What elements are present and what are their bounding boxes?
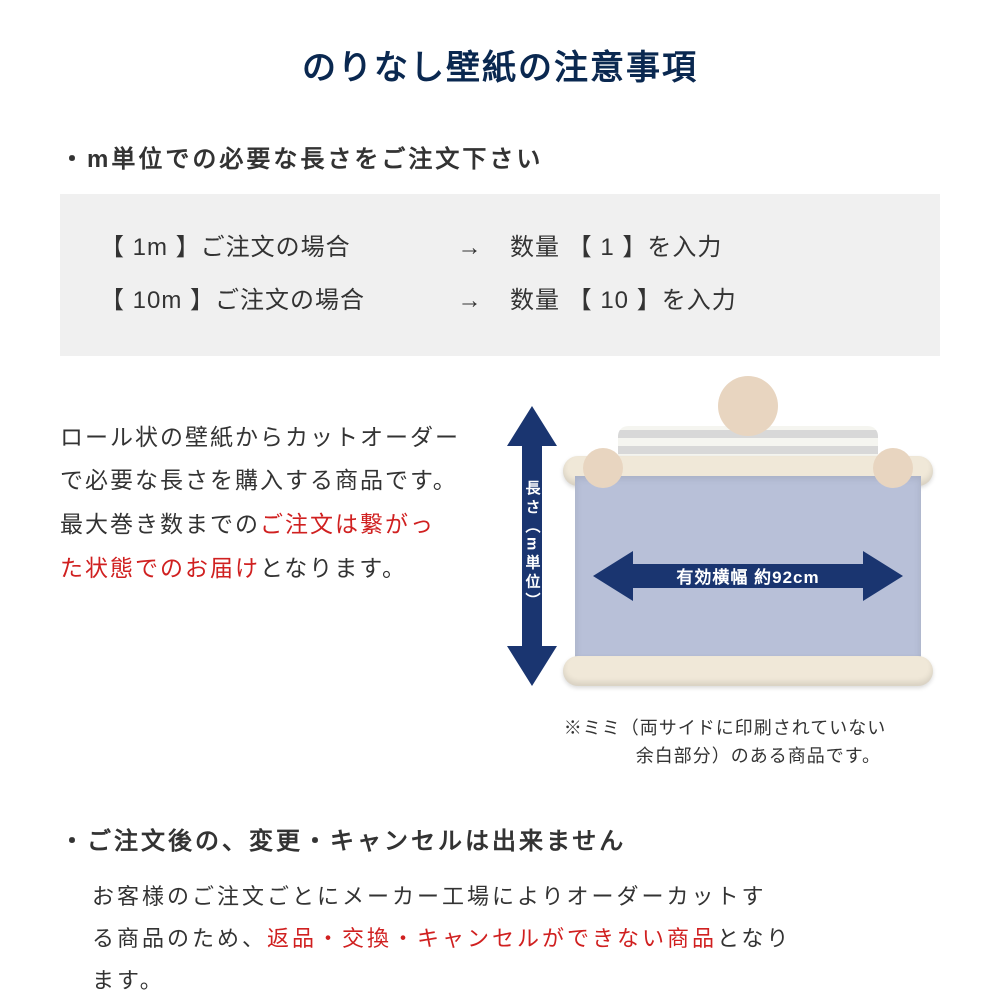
text-line: となります。 [260, 555, 407, 581]
text-highlight: ご注文は繋がっ [260, 511, 435, 537]
arrow-right-icon: → [430, 222, 510, 275]
mimi-note: ※ミミ（両サイドに印刷されていない 余白部分）のある商品です。 [554, 714, 886, 772]
text-line: 最大巻き数までの [60, 511, 260, 537]
hand-right [873, 448, 913, 488]
length-label: 長さ（m単位） [522, 480, 543, 611]
text-line: ロール状の壁紙からカットオーダー [60, 424, 460, 450]
text-line: お客様のご注文ごとにメーカー工場によりオーダーカットす [92, 884, 767, 909]
note-line: 余白部分）のある商品です。 [564, 746, 881, 766]
order-example-box: 【 1m 】ご注文の場合 → 数量 【 1 】を入力 【 10m 】ご注文の場合… [60, 194, 940, 356]
page-title: のりなし壁紙の注意事項 [60, 40, 940, 89]
length-arrow: 長さ（m単位） [507, 406, 557, 686]
text-highlight: た状態でのお届け [60, 555, 260, 581]
width-label: 有効横幅 約92cm [676, 563, 819, 588]
example-row-2: 【 10m 】ご注文の場合 → 数量 【 10 】を入力 [100, 275, 900, 328]
example-left: 【 1m 】ご注文の場合 [100, 222, 430, 275]
wallpaper-roll-illustration: 有効横幅 約92cm [563, 396, 933, 696]
text-line: ます。 [92, 968, 165, 993]
width-arrow: 有効横幅 約92cm [593, 551, 903, 601]
example-left: 【 10m 】ご注文の場合 [100, 275, 430, 328]
text-line: る商品のため、 [92, 926, 267, 951]
example-row-1: 【 1m 】ご注文の場合 → 数量 【 1 】を入力 [100, 222, 900, 275]
text-line: で必要な長さを購入する商品です。 [60, 467, 458, 493]
arrow-right-icon: → [430, 275, 510, 328]
example-right: 数量 【 10 】を入力 [510, 275, 900, 328]
text-highlight: 返品・交換・キャンセルができない商品 [267, 926, 717, 951]
section1-heading: ・m単位での必要な長さをご注文下さい [60, 139, 940, 174]
cancel-policy-text: お客様のご注文ごとにメーカー工場によりオーダーカットす る商品のため、返品・交換… [60, 876, 940, 1001]
roll-bottom [563, 656, 933, 686]
description-text: ロール状の壁紙からカットオーダー で必要な長さを購入する商品です。 最大巻き数ま… [60, 396, 490, 772]
text-line: となり [717, 926, 791, 951]
note-line: ※ミミ（両サイドに印刷されていない [564, 718, 886, 738]
hand-left [583, 448, 623, 488]
example-right: 数量 【 1 】を入力 [510, 222, 900, 275]
wallpaper-diagram: 長さ（m単位） 有効横幅 約92cm ※ミミ（両サイドに印刷されていない [500, 396, 940, 772]
person-head [718, 376, 778, 436]
section2-heading: ・ご注文後の、変更・キャンセルは出来ません [60, 821, 940, 856]
description-section: ロール状の壁紙からカットオーダー で必要な長さを購入する商品です。 最大巻き数ま… [60, 396, 940, 772]
